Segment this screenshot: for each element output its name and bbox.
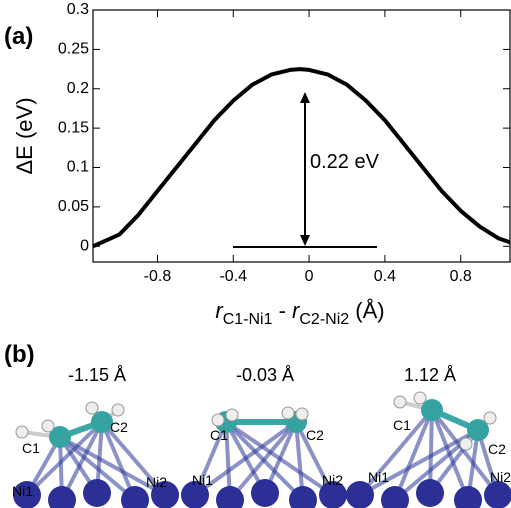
arrow-head bbox=[300, 235, 310, 246]
y-tick-label: 0.1 bbox=[67, 159, 89, 176]
atom-label: Ni1 bbox=[12, 483, 33, 499]
atom-label: Ni2 bbox=[146, 474, 167, 490]
h-atom bbox=[42, 420, 54, 432]
y-tick-label: 0.3 bbox=[67, 1, 89, 18]
structure-caption: -0.03 Å bbox=[236, 365, 294, 385]
arrow-head bbox=[300, 92, 310, 103]
atom-label: C2 bbox=[306, 427, 324, 443]
annotation: 0.22 eV bbox=[310, 151, 380, 173]
ni-atom bbox=[48, 486, 76, 508]
h-atom bbox=[212, 414, 224, 426]
h-atom bbox=[460, 438, 472, 450]
panel-label: (b) bbox=[4, 341, 35, 368]
x-axis-label: rC1-Ni1 - rC2-Ni2 (Å) bbox=[215, 298, 384, 328]
atom-label: C2 bbox=[110, 419, 128, 435]
figure: (a) (b) -1.15 Å C1 C2 Ni1 Ni2 -0.03 Å C1 C2 Ni1 N… bbox=[0, 0, 511, 508]
x-label-part: C1-Ni1 bbox=[223, 311, 273, 328]
y-tick-label: 0.05 bbox=[58, 198, 89, 215]
atom-label: C1 bbox=[22, 440, 40, 456]
h-atom bbox=[226, 409, 238, 421]
atom-label: Ni1 bbox=[368, 469, 389, 485]
structures: -1.15 Å C1 C2 Ni1 Ni2 -0.03 Å C1 C2 Ni1 Ni2 1.12 Å… bbox=[12, 365, 511, 508]
ni-atom bbox=[83, 479, 111, 507]
atom-label: C2 bbox=[488, 441, 506, 457]
x-label-part: - bbox=[272, 298, 292, 323]
x-label-part: (Å) bbox=[349, 298, 384, 323]
y-tick-label: 0.2 bbox=[67, 80, 89, 97]
h-atom bbox=[394, 396, 406, 408]
y-tick-label: 0.15 bbox=[58, 119, 89, 136]
ni-atom bbox=[454, 486, 482, 508]
h-atom bbox=[484, 412, 496, 424]
y-tick-label: 0.25 bbox=[58, 41, 89, 58]
x-tick-label: 0 bbox=[305, 268, 314, 285]
atom-label: C1 bbox=[393, 417, 411, 433]
h-atom bbox=[282, 407, 294, 419]
h-atom bbox=[86, 402, 98, 414]
atom-label: Ni1 bbox=[192, 472, 213, 488]
plot-frame bbox=[93, 10, 510, 262]
h-atom bbox=[414, 392, 426, 404]
x-tick-label: -0.4 bbox=[219, 268, 247, 285]
h-atom bbox=[296, 408, 308, 420]
atom-label: C1 bbox=[210, 427, 228, 443]
h-atom bbox=[16, 426, 28, 438]
x-label-part: C2-Ni2 bbox=[299, 311, 349, 328]
structure-caption: 1.12 Å bbox=[404, 365, 456, 385]
x-tick-label: -0.8 bbox=[144, 268, 172, 285]
x-tick-label: 0.4 bbox=[374, 268, 396, 285]
x-tick-label: 0.8 bbox=[450, 268, 472, 285]
panel-label: (a) bbox=[4, 23, 33, 50]
atom-label: Ni2 bbox=[490, 469, 511, 485]
structure-caption: -1.15 Å bbox=[68, 365, 126, 385]
ni-atom bbox=[346, 481, 374, 508]
ni-atom bbox=[416, 479, 444, 507]
ni-atom bbox=[251, 479, 279, 507]
h-atom bbox=[112, 404, 124, 416]
y-tick-label: 0 bbox=[80, 237, 89, 254]
y-axis-label: ΔE (eV) bbox=[12, 97, 37, 174]
atom-label: Ni2 bbox=[322, 472, 343, 488]
data-line bbox=[93, 69, 510, 246]
